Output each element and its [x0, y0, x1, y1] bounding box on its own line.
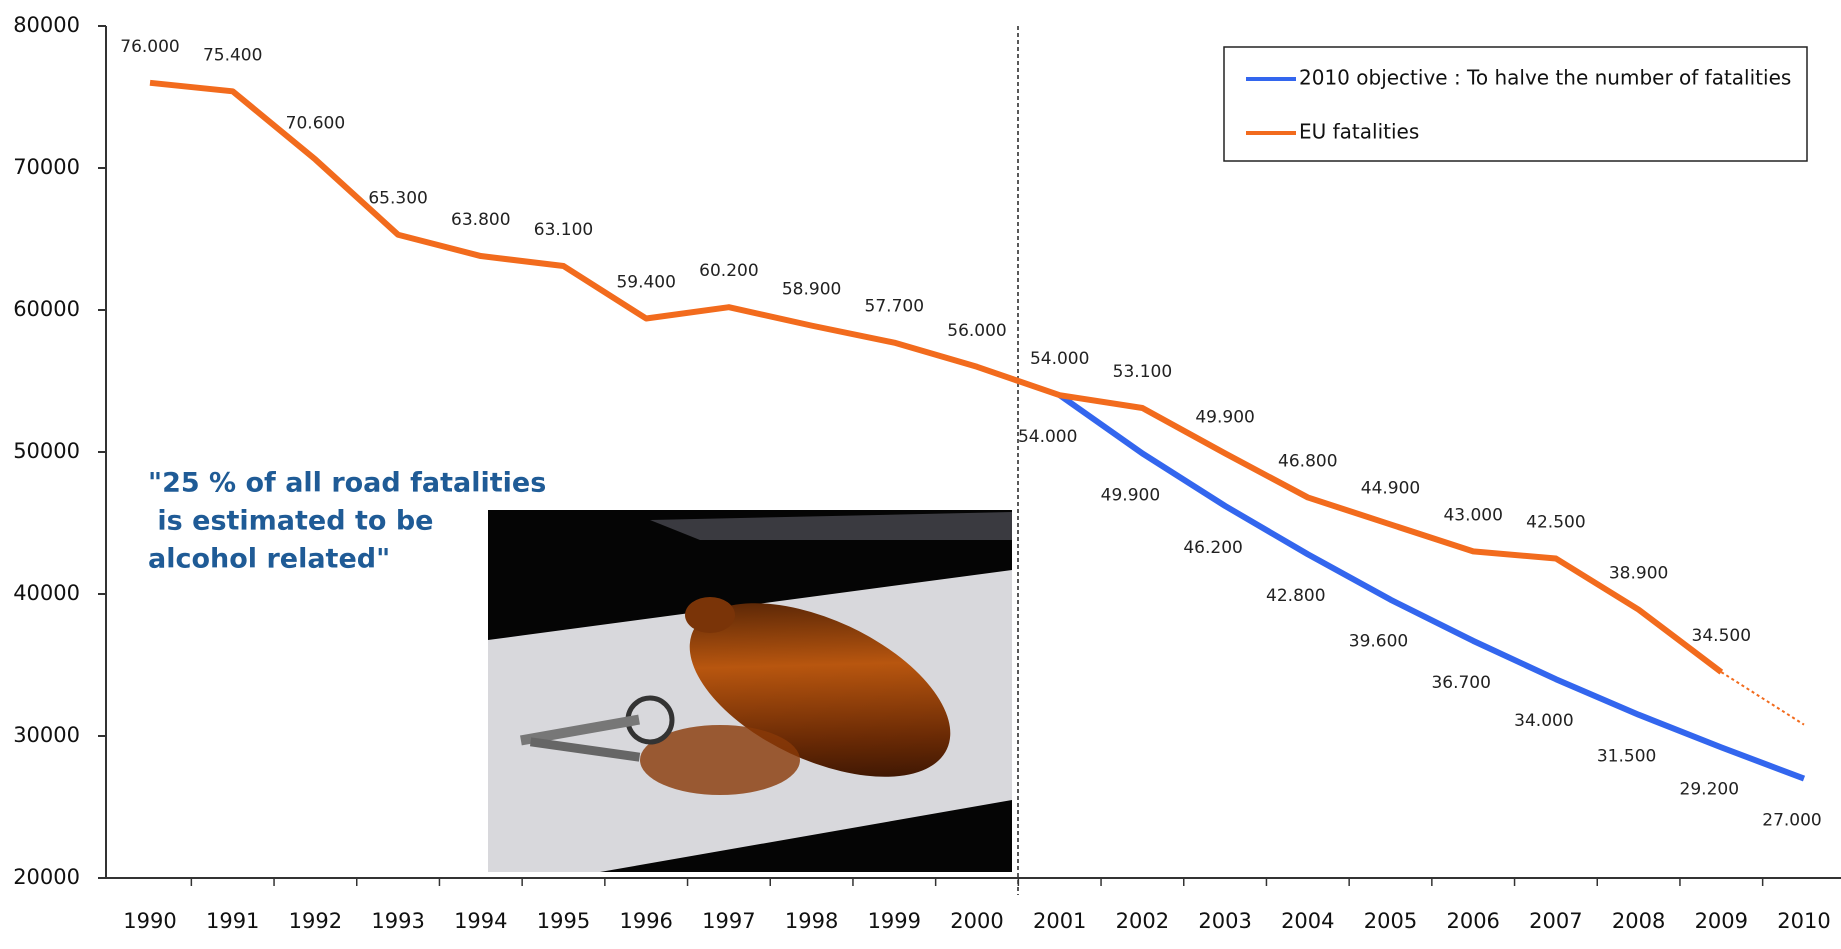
x-tick-label: 1990 [123, 909, 176, 933]
x-tick-label: 1999 [868, 909, 921, 933]
x-tick-label: 1991 [206, 909, 259, 933]
value-label: 34.000 [1514, 711, 1573, 731]
y-tick-label: 40000 [13, 581, 80, 605]
value-label: 31.500 [1597, 747, 1656, 767]
series-line [1060, 395, 1804, 778]
value-label: 42.500 [1526, 513, 1585, 533]
x-tick-label: 1996 [619, 909, 672, 933]
x-tick-label: 1994 [454, 909, 507, 933]
value-label: 27.000 [1762, 811, 1821, 831]
x-tick-label: 2007 [1529, 909, 1582, 933]
x-tick-label: 2000 [950, 909, 1003, 933]
legend-box [1224, 47, 1807, 161]
value-label: 54.000 [1030, 349, 1089, 369]
x-tick-label: 2005 [1364, 909, 1417, 933]
value-label: 29.200 [1680, 779, 1739, 799]
x-tick-label: 2001 [1033, 909, 1086, 933]
y-tick-label: 60000 [13, 297, 80, 321]
value-label: 63.800 [451, 210, 510, 230]
x-tick-label: 2003 [1198, 909, 1251, 933]
x-tick-label: 2004 [1281, 909, 1334, 933]
value-label: 49.900 [1195, 407, 1254, 427]
y-tick-label: 50000 [13, 439, 80, 463]
x-tick-label: 2008 [1612, 909, 1665, 933]
value-label: 46.800 [1278, 451, 1337, 471]
y-tick-label: 20000 [13, 865, 80, 889]
x-tick-label: 2009 [1695, 909, 1748, 933]
x-tick-label: 1992 [289, 909, 342, 933]
legend-label: EU fatalities [1299, 120, 1419, 144]
chart: 2010 objective : To halve the number of … [0, 0, 1841, 949]
value-label: 39.600 [1349, 632, 1408, 652]
annotation: "25 % of all road fatalities [148, 468, 546, 499]
value-label: 54.000 [1018, 427, 1077, 447]
value-label: 43.000 [1443, 505, 1502, 525]
x-tick-label: 2006 [1446, 909, 1499, 933]
x-tick-label: 2002 [1116, 909, 1169, 933]
value-label: 76.000 [120, 37, 179, 57]
y-tick-label: 70000 [13, 155, 80, 179]
value-label: 57.700 [865, 297, 924, 317]
photo [488, 510, 1012, 872]
y-tick-label: 30000 [13, 723, 80, 747]
value-label: 42.800 [1266, 586, 1325, 606]
annotation: alcohol related" [148, 544, 390, 575]
value-label: 49.900 [1101, 485, 1160, 505]
x-tick-label: 2010 [1777, 909, 1830, 933]
legend: 2010 objective : To halve the number of … [1224, 47, 1807, 161]
value-label: 38.900 [1609, 564, 1668, 584]
value-label: 56.000 [947, 321, 1006, 341]
value-label: 58.900 [782, 280, 841, 300]
value-label: 44.900 [1361, 478, 1420, 498]
x-tick-label: 1993 [371, 909, 424, 933]
annotation: is estimated to be [148, 506, 433, 537]
y-tick-label: 80000 [13, 13, 80, 37]
value-label: 36.700 [1431, 673, 1490, 693]
value-label: 59.400 [616, 273, 675, 293]
value-label: 46.200 [1183, 538, 1242, 558]
value-label: 53.100 [1113, 362, 1172, 382]
projection-line [1721, 672, 1804, 725]
value-label: 60.200 [699, 261, 758, 281]
value-label: 63.100 [534, 220, 593, 240]
x-tick-label: 1995 [537, 909, 590, 933]
legend-label: 2010 objective : To halve the number of … [1299, 66, 1791, 90]
x-tick-label: 1998 [785, 909, 838, 933]
value-label: 34.500 [1692, 626, 1751, 646]
x-tick-label: 1997 [702, 909, 755, 933]
value-label: 70.600 [286, 113, 345, 133]
value-label: 65.300 [368, 189, 427, 209]
value-label: 75.400 [203, 45, 262, 65]
